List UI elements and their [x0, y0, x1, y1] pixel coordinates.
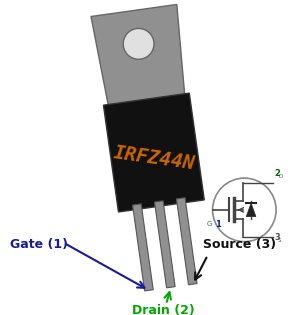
Text: 3: 3 — [274, 233, 280, 242]
Text: 2: 2 — [274, 169, 280, 178]
Polygon shape — [154, 201, 175, 288]
Text: D: D — [278, 174, 282, 179]
Text: Gate (1): Gate (1) — [11, 238, 68, 251]
Polygon shape — [133, 204, 153, 291]
Polygon shape — [246, 203, 256, 217]
Text: S: S — [278, 238, 281, 243]
Circle shape — [213, 178, 276, 242]
Text: Drain (2): Drain (2) — [132, 304, 195, 315]
Polygon shape — [91, 4, 185, 106]
Text: G: G — [206, 221, 212, 227]
Polygon shape — [176, 198, 197, 285]
Text: IRFZ44N: IRFZ44N — [112, 143, 197, 173]
Polygon shape — [103, 93, 204, 212]
Circle shape — [123, 28, 154, 59]
Text: Source (3): Source (3) — [203, 238, 276, 251]
Text: 1: 1 — [215, 220, 221, 229]
